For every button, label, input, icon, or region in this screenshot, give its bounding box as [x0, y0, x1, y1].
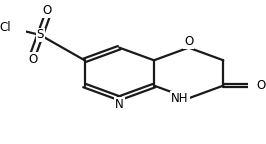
- Text: N: N: [115, 98, 124, 111]
- Text: NH: NH: [171, 92, 189, 105]
- Text: Cl: Cl: [0, 21, 11, 34]
- Text: O: O: [257, 79, 266, 92]
- Text: O: O: [184, 35, 193, 48]
- Text: O: O: [42, 4, 51, 17]
- Text: O: O: [29, 53, 38, 66]
- Text: S: S: [36, 29, 44, 41]
